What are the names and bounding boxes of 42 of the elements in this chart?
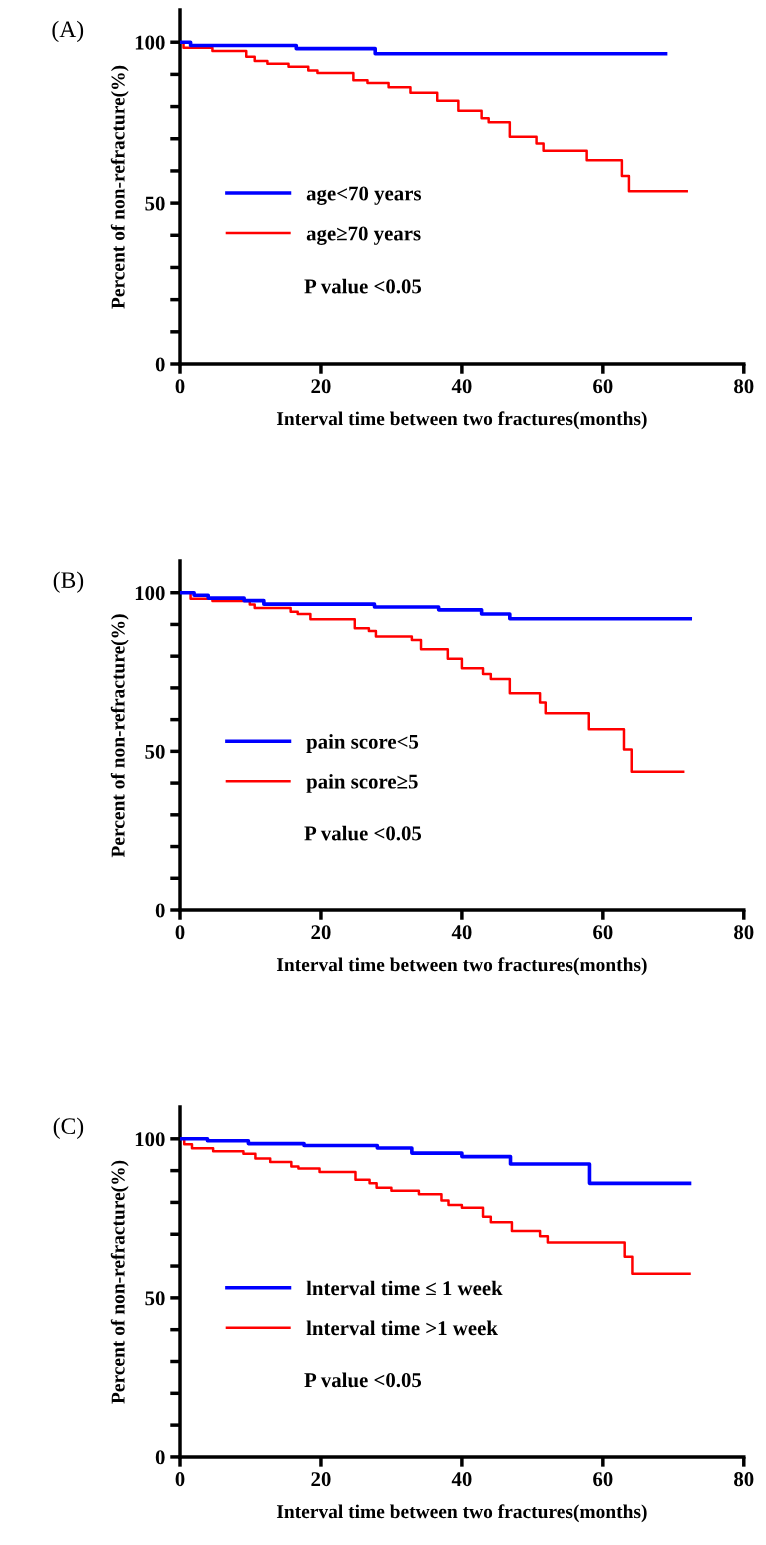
x-tick-label: 40 [451,379,472,394]
x-tick-label: 80 [734,925,754,940]
x-axis-title: Interval time between two fractures(months) [276,957,647,976]
x-tick-label: 20 [311,1472,331,1487]
annotation: P value <0.05 [304,825,422,841]
chart-title: (A) [52,20,84,43]
x-tick-label: 80 [734,1472,754,1487]
y-tick-label: 0 [155,1450,165,1465]
legend-label: age≥70 years [306,226,421,245]
legend-label: lnterval time ≤ 1 week [306,1280,503,1296]
y-tick-label: 100 [135,586,165,601]
x-tick-label: 20 [311,925,331,940]
x-tick-label: 0 [175,925,185,940]
x-tick-label: 60 [593,925,613,940]
x-tick-label: 0 [175,379,185,394]
x-tick-label: 0 [175,1472,185,1487]
y-tick-label: 50 [145,196,165,211]
x-tick-label: 80 [734,379,754,394]
y-tick-label: 100 [135,35,165,50]
x-tick-label: 60 [593,1472,613,1487]
chart-title: (B) [53,571,84,593]
x-tick-label: 20 [311,379,331,394]
y-tick-label: 50 [145,744,165,759]
x-axis-title: Interval time between two fractures(months) [276,411,647,430]
x-axis-title: Interval time between two fractures(months) [276,1504,647,1523]
annotation: P value <0.05 [304,1372,422,1388]
y-axis-title: Percent of non-refracture(%) [110,65,129,309]
y-tick-label: 100 [135,1132,165,1147]
x-tick-label: 40 [451,1472,472,1487]
x-tick-label: 60 [593,379,613,394]
y-tick-label: 0 [155,903,165,918]
y-axis-title: Percent of non-refracture(%) [110,1160,129,1404]
annotation: P value <0.05 [304,278,422,294]
y-axis-title: Percent of non-refracture(%) [110,614,129,858]
legend-label: pain score<5 [306,734,419,753]
x-tick-label: 40 [451,925,472,940]
legend-label: lnterval time >1 week [306,1320,498,1336]
legend-label: age<70 years [306,186,422,205]
legend-label: pain score≥5 [306,773,418,793]
chart-title: (C) [53,1117,84,1139]
y-tick-label: 0 [155,357,165,372]
y-tick-label: 50 [145,1291,165,1306]
